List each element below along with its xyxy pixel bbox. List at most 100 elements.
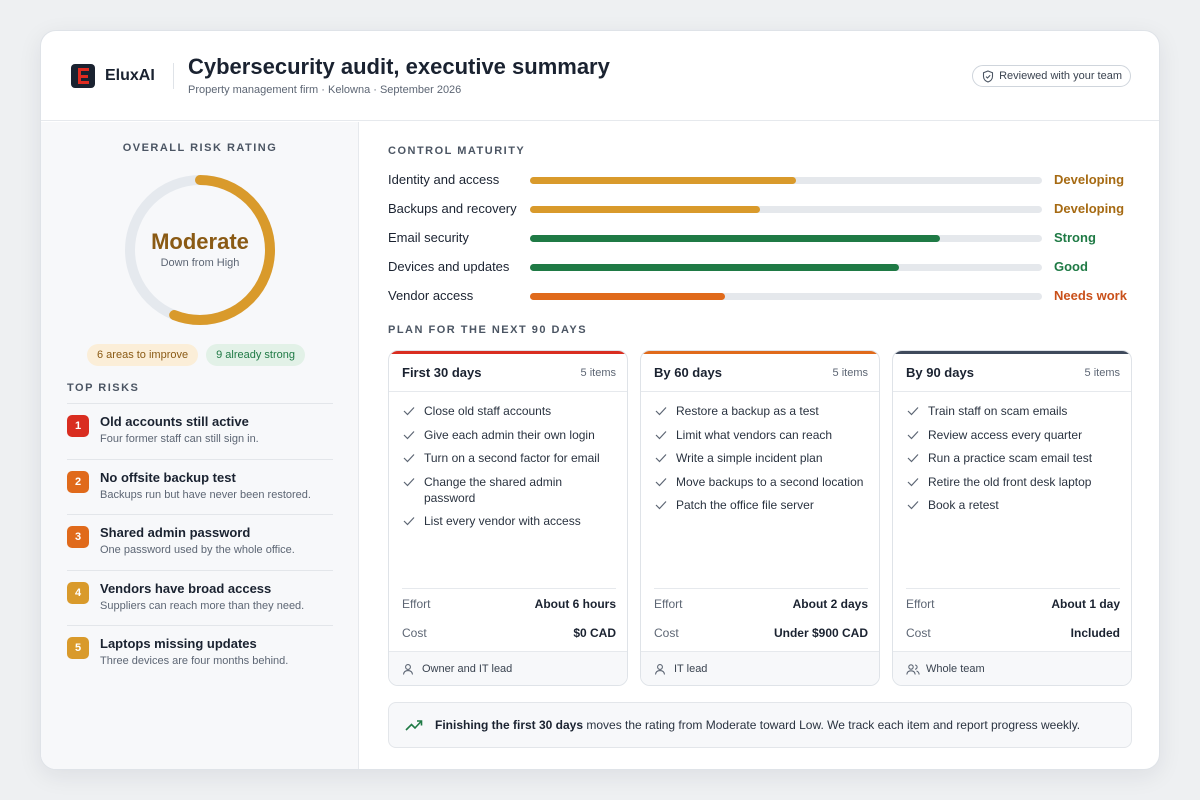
task-label: Patch the office file server xyxy=(676,498,814,512)
maturity-bar-fill xyxy=(530,264,899,271)
check-icon xyxy=(403,477,415,486)
footnote-rest: moves the rating from Moderate toward Lo… xyxy=(583,718,1081,732)
shield-check-icon xyxy=(983,70,994,83)
maturity-name: Devices and updates xyxy=(388,259,510,274)
summary-pills: 6 areas to improve 9 already strong xyxy=(87,344,305,366)
task-item: Turn on a second factor for email xyxy=(402,450,616,466)
report-header: EluxAI Cybersecurity audit, executive su… xyxy=(41,31,1159,121)
task-label: Close old staff accounts xyxy=(424,404,552,418)
maturity-bar-track xyxy=(530,235,1042,242)
plan-title: First 30 days xyxy=(402,365,482,380)
top-risks-label: TOP RISKS xyxy=(67,382,140,394)
check-icon xyxy=(655,407,667,416)
task-list: Restore a backup as a test Limit what ven… xyxy=(654,403,868,521)
check-icon xyxy=(907,454,919,463)
maturity-level: Needs work xyxy=(1054,288,1127,303)
task-item: Limit what vendors can reach xyxy=(654,427,868,443)
maturity-row: Devices and updates Good xyxy=(388,257,1132,277)
task-item: Restore a backup as a test xyxy=(654,403,868,419)
header-divider xyxy=(173,63,174,89)
plan-title: By 60 days xyxy=(654,365,722,380)
plan-header: By 60 days 5 items xyxy=(641,354,879,392)
user-icon xyxy=(654,664,666,675)
footnote-text: Finishing the first 30 days moves the ra… xyxy=(435,718,1080,732)
effort-value: About 6 hours xyxy=(534,597,616,611)
risk-title: Shared admin password xyxy=(100,525,251,540)
plan-accent-bar xyxy=(389,351,627,354)
strong-pill: 9 already strong xyxy=(206,344,305,366)
risk-item: 5 Laptops missing updates Three devices ar… xyxy=(67,626,333,682)
plan-header: First 30 days 5 items xyxy=(389,354,627,392)
check-icon xyxy=(403,517,415,526)
plan-metrics: Effort About 1 day Cost Included xyxy=(906,588,1120,647)
effort-label: Effort xyxy=(654,597,683,611)
task-item: Give each admin their own login xyxy=(402,427,616,443)
risk-number-badge: 1 xyxy=(67,415,89,437)
risk-item: 4 Vendors have broad access Suppliers can … xyxy=(67,571,333,626)
risk-item: 2 No offsite backup test Backups run but h… xyxy=(67,460,333,515)
task-label: Write a simple incident plan xyxy=(676,451,823,465)
maturity-level: Developing xyxy=(1054,201,1125,216)
check-icon xyxy=(403,430,415,439)
task-label: Turn on a second factor for email xyxy=(424,451,600,465)
risk-item: 1 Old accounts still active Four former st… xyxy=(67,404,333,460)
effort-row: Effort About 6 hours xyxy=(402,589,616,618)
plan-item-count: 5 items xyxy=(832,367,868,379)
plan-item-count: 5 items xyxy=(1084,367,1120,379)
effort-row: Effort About 1 day xyxy=(906,589,1120,618)
effort-value: About 1 day xyxy=(1051,597,1120,611)
plan-panel: CONTROL MATURITY Identity and access Deve… xyxy=(388,122,1132,769)
check-icon xyxy=(907,430,919,439)
plan-accent-bar xyxy=(641,351,879,354)
risk-number-badge: 4 xyxy=(67,581,89,604)
task-list: Train staff on scam emails Review access … xyxy=(906,403,1120,521)
risk-panel: OVERALL RISK RATING Moderate Down from H… xyxy=(41,122,359,769)
risk-item: 3 Shared admin password One password used … xyxy=(67,515,333,571)
task-item: Train staff on scam emails xyxy=(906,403,1120,419)
risk-number-badge: 3 xyxy=(67,526,89,548)
risk-number-badge: 5 xyxy=(67,637,89,659)
plan-column: First 30 days 5 items Close old staff acco… xyxy=(388,350,628,686)
plan-label: PLAN FOR THE NEXT 90 DAYS xyxy=(388,324,588,336)
check-icon xyxy=(655,501,667,510)
report-card: EluxAI Cybersecurity audit, executive su… xyxy=(40,30,1160,770)
reviewed-label: Reviewed with your team xyxy=(999,70,1122,82)
cost-label: Cost xyxy=(402,626,427,640)
risk-description: One password used by the whole office. xyxy=(100,544,295,556)
task-label: List every vendor with access xyxy=(424,514,581,528)
users-icon xyxy=(906,664,920,675)
top-risks-list: 1 Old accounts still active Four former st… xyxy=(67,403,333,682)
task-label: Limit what vendors can reach xyxy=(676,427,833,442)
task-label: Review access every quarter xyxy=(928,427,1083,442)
check-icon xyxy=(907,407,919,416)
task-label: Book a retest xyxy=(928,498,999,512)
effort-value: About 2 days xyxy=(792,597,868,611)
gauge-arc xyxy=(125,175,275,325)
risk-title: No offsite backup test xyxy=(100,469,236,485)
risk-rating-label: OVERALL RISK RATING xyxy=(122,142,278,154)
maturity-row: Vendor access Needs work xyxy=(388,286,1132,306)
check-icon xyxy=(907,501,919,510)
page-subtitle: Property management firm · Kelowna · Sep… xyxy=(188,84,462,96)
task-item: List every vendor with access xyxy=(402,513,616,529)
plan-column: By 60 days 5 items Restore a backup as a t… xyxy=(640,350,880,686)
owner-label: Whole team xyxy=(926,663,985,675)
plan-metrics: Effort About 2 days Cost Under $900 CAD xyxy=(654,588,868,647)
plan-accent-bar xyxy=(893,351,1131,354)
check-icon xyxy=(403,407,415,416)
task-list: Close old staff accounts Give each admin … xyxy=(402,403,616,537)
cost-row: Cost Under $900 CAD xyxy=(654,618,868,647)
risk-title: Vendors have broad access xyxy=(100,580,272,596)
risk-number-badge: 2 xyxy=(67,470,89,493)
cost-label: Cost xyxy=(654,626,679,640)
plan-owner: Owner and IT lead xyxy=(389,651,627,685)
task-item: Review access every quarter xyxy=(906,427,1120,443)
brand-name: EluxAI xyxy=(105,67,155,84)
brand-logo-icon xyxy=(71,64,95,88)
user-icon xyxy=(402,664,414,675)
page-title: Cybersecurity audit, executive summary xyxy=(188,54,610,79)
footnote-bold: Finishing the first 30 days xyxy=(435,718,584,732)
maturity-row: Backups and recovery Developing xyxy=(388,199,1132,219)
reviewed-badge: Reviewed with your team xyxy=(972,65,1131,87)
maturity-bar-track xyxy=(530,264,1042,271)
